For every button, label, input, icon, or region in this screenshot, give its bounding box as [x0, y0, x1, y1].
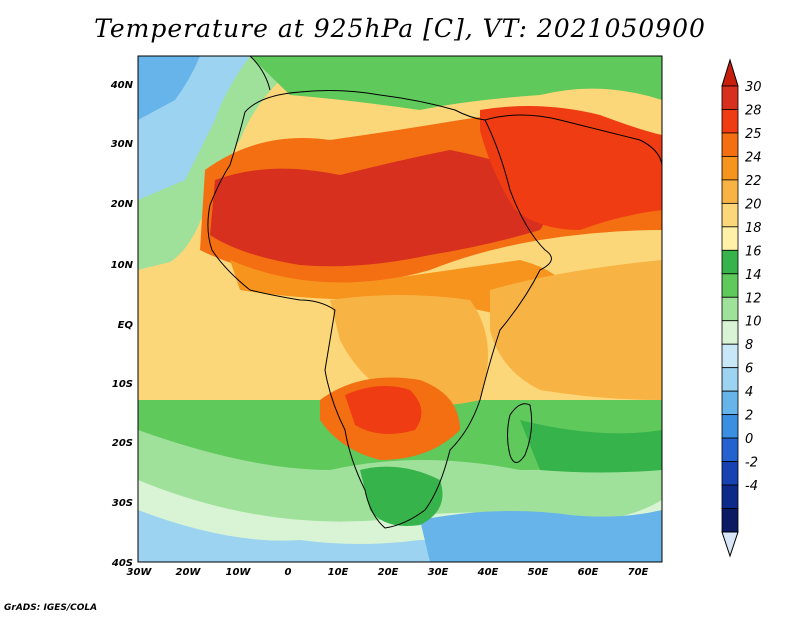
temperature-field	[138, 56, 662, 562]
lat-label-40s: 40S	[111, 558, 133, 569]
colorbar-box-14	[721, 414, 739, 439]
madagascar-coast	[507, 403, 533, 463]
colorbar-label-8: 14	[745, 268, 762, 283]
colorbar-box-7	[721, 249, 739, 275]
lat-label-30n: 30N	[111, 139, 134, 150]
colorbar-box-13	[721, 390, 739, 416]
colorbar-label-0: 30	[745, 80, 762, 95]
colorbar-label-13: 4	[745, 385, 753, 400]
lat-label-10s: 10S	[112, 379, 133, 390]
lon-label-70e: 70E	[628, 567, 649, 578]
lon-label-30e: 30E	[428, 567, 449, 578]
lat-label-eq: EQ	[118, 320, 134, 331]
colorbar-box-11	[721, 343, 739, 369]
field-cape-green	[360, 466, 443, 526]
field-med-green	[250, 56, 662, 110]
lat-axis: 40N 30N 20N 10N EQ 10S 20S 30S 40S	[110, 80, 134, 569]
lon-label-60e: 60E	[578, 567, 599, 578]
lat-label-20n: 20N	[111, 199, 134, 210]
colorbar-box-1	[721, 109, 739, 134]
colorbar-box-9	[721, 296, 739, 322]
iberia-coast	[249, 56, 271, 91]
colorbar-label-6: 18	[745, 221, 762, 236]
field-south-deepblue	[420, 510, 662, 562]
lon-label-20w: 20W	[176, 567, 202, 578]
colorbar-box-4	[721, 179, 739, 204]
lat-label-20s: 20S	[112, 438, 133, 449]
colorbar-label-5: 20	[745, 197, 762, 212]
colorbar-box-12	[721, 367, 739, 392]
colorbar-label-14: 2	[745, 409, 753, 424]
chart-title: Temperature at 925hPa [C], VT: 202105090…	[94, 14, 706, 43]
lon-label-20e: 20E	[378, 567, 399, 578]
lat-label-10n: 10N	[111, 260, 134, 271]
lon-label-30w: 30W	[127, 567, 153, 578]
africa-coast	[207, 90, 552, 529]
colorbar-label-15: 0	[745, 432, 753, 447]
lon-label-0: 0	[285, 567, 292, 578]
map-frame	[137, 55, 663, 563]
colorbar-label-4: 22	[745, 174, 762, 189]
colorbar-label-12: 6	[745, 362, 753, 377]
colorbar-box-17	[721, 484, 739, 509]
field-central-africa	[330, 295, 488, 405]
lon-axis: 30W 20W 10W 0 10E 20E 30E 40E 50E 60E 70…	[127, 567, 649, 578]
field-south-africa-red	[345, 386, 422, 434]
colorbar-box-3	[721, 156, 739, 181]
colorbar-box-6	[721, 226, 739, 251]
colorbar-label-16: -2	[745, 456, 758, 471]
colorbar-top-arrow	[721, 58, 739, 87]
colorbar-label-10: 10	[745, 315, 762, 330]
field-indian-green	[520, 420, 662, 473]
colorbar-box-0	[721, 85, 739, 110]
colorbar-bottom-arrow	[721, 531, 739, 558]
field-indian-warm	[490, 260, 662, 400]
colorbar-label-2: 25	[745, 127, 762, 142]
lat-label-40n: 40N	[110, 80, 134, 91]
lon-label-40e: 40E	[477, 567, 499, 578]
colorbar-box-8	[721, 273, 739, 298]
lon-label-10w: 10W	[226, 567, 252, 578]
colorbar-label-11: 8	[745, 338, 753, 353]
colorbar-box-15	[721, 437, 739, 462]
footer-credit: GrADS: IGES/COLA	[4, 603, 98, 613]
lon-label-50e: 50E	[528, 567, 549, 578]
field-atlantic-deepblue	[138, 56, 200, 120]
colorbar-box-16	[721, 461, 739, 486]
colorbar-boxes	[721, 85, 739, 533]
colorbar-label-3: 24	[745, 150, 762, 165]
colorbar-label-17: -4	[745, 479, 758, 494]
coastlines	[207, 56, 662, 529]
field-arabia-red	[480, 106, 662, 230]
lat-label-30s: 30S	[112, 498, 133, 509]
colorbar-label-9: 12	[745, 291, 762, 306]
asia-coast	[484, 114, 662, 166]
colorbar-box-18	[721, 508, 739, 533]
colorbar-label-7: 16	[745, 244, 762, 259]
field-sahara-red	[210, 150, 550, 267]
lon-label-10e: 10E	[328, 567, 349, 578]
colorbar-box-5	[721, 202, 739, 228]
colorbar-box-2	[721, 132, 739, 157]
colorbar-label-1: 28	[745, 103, 762, 118]
colorbar-box-10	[721, 320, 739, 345]
